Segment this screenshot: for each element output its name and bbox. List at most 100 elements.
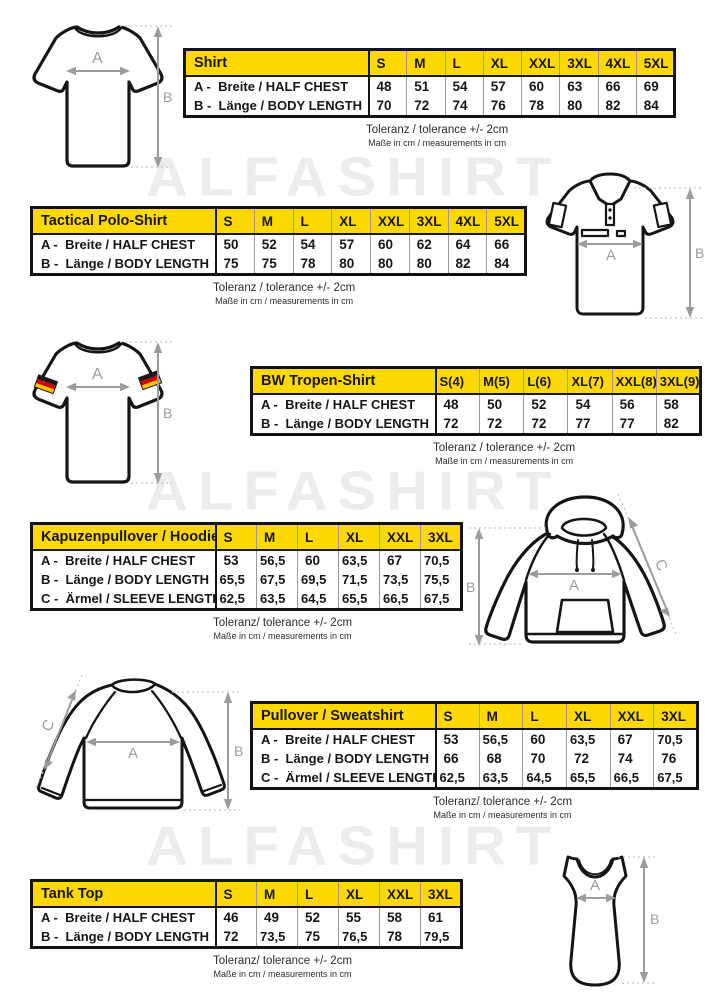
measurement-value: 75,5 bbox=[420, 570, 462, 589]
size-column-header: L bbox=[292, 207, 332, 235]
measurement-value: 56 bbox=[611, 394, 657, 414]
table-title: BW Tropen-Shirt bbox=[251, 367, 436, 395]
measurement-value: 77 bbox=[567, 414, 613, 435]
measurement-value: 60 bbox=[370, 234, 410, 254]
measure-arrow-a: A bbox=[528, 569, 622, 594]
size-column-header: S bbox=[214, 880, 257, 908]
measurement-value: 46 bbox=[214, 907, 257, 927]
tank-top-size-section: Tank Top S M L XL XXL 3XL A - Breite / HALF CHE… bbox=[30, 879, 463, 982]
measure-arrow-b: B bbox=[466, 527, 550, 646]
measurement-value: 63,5 bbox=[256, 589, 298, 610]
table-title: Pullover / Sweatshirt bbox=[251, 702, 436, 730]
tolerance-note: Toleranz/ tolerance +/- 2cm Maße in cm /… bbox=[213, 616, 352, 643]
tolerance-line: Toleranz/ tolerance +/- 2cm bbox=[433, 796, 573, 808]
measurement-value: 50 bbox=[479, 394, 524, 414]
measurement-value: 73,5 bbox=[256, 927, 298, 948]
size-column-header: 5XL bbox=[486, 207, 526, 235]
measure-label-a: A bbox=[92, 50, 103, 67]
measure-arrow-a: A bbox=[576, 877, 616, 903]
measurement-value: 65,5 bbox=[214, 570, 257, 589]
tolerance-note: Toleranz / tolerance +/- 2cm Maße in cm … bbox=[366, 123, 508, 150]
measurement-value: 60 bbox=[297, 550, 339, 570]
size-column-header: XXL bbox=[609, 702, 654, 730]
measurement-value: 62 bbox=[408, 234, 448, 254]
measurement-value: 57 bbox=[331, 234, 371, 254]
measure-arrow-c: C bbox=[35, 674, 83, 789]
measurement-row-label: C - Ärmel / SLEEVE LENGTH bbox=[41, 591, 216, 606]
size-column-header: XXL bbox=[379, 523, 421, 551]
measurement-value: 61 bbox=[420, 907, 462, 927]
measurement-row-label: A - Breite / HALF CHEST bbox=[41, 237, 196, 252]
table-title: Shirt bbox=[184, 49, 369, 77]
measure-label-b: B bbox=[650, 911, 659, 927]
measurement-value: 72 bbox=[565, 749, 611, 768]
shirt-size-table: Shirt S M L XL XXL 3XL 4XL 5XL A - Breite / HALF … bbox=[183, 48, 676, 118]
measurement-value: 70 bbox=[367, 96, 407, 117]
measurements-line: Maße in cm / measurements in cm bbox=[435, 455, 574, 466]
measurement-value: 48 bbox=[434, 394, 480, 414]
hoodie-drawing: B A C bbox=[466, 493, 678, 646]
measurement-value: 82 bbox=[447, 254, 487, 275]
measurement-value: 69 bbox=[635, 76, 675, 96]
measurement-value: 78 bbox=[520, 96, 560, 117]
size-column-header: M bbox=[406, 49, 445, 77]
tshirt-drawing: A B bbox=[32, 25, 172, 168]
tank-top-size-table: Tank Top S M L XL XXL 3XL A - Breite / HALF CHE… bbox=[30, 879, 463, 949]
measurement-value: 64 bbox=[447, 234, 487, 254]
size-column-header: 3XL(9) bbox=[655, 367, 701, 395]
size-column-header: 4XL bbox=[447, 207, 487, 235]
kangaroo-pocket bbox=[555, 598, 615, 634]
measurement-value: 72 bbox=[434, 414, 480, 435]
measurement-value: 78 bbox=[292, 254, 332, 275]
measurements-line: Maße in cm / measurements in cm bbox=[213, 968, 352, 979]
measurements-line: Maße in cm / measurements in cm bbox=[368, 137, 507, 148]
measurement-value: 71,5 bbox=[338, 570, 380, 589]
measurement-value: 63,5 bbox=[338, 550, 380, 570]
measure-arrow-a: A bbox=[86, 737, 180, 762]
measurement-value: 60 bbox=[522, 729, 567, 749]
size-column-header: XL bbox=[331, 207, 371, 235]
measure-label-a: A bbox=[92, 366, 103, 383]
measurement-value: 55 bbox=[338, 907, 380, 927]
measurement-value: 69,5 bbox=[297, 570, 339, 589]
measurements-line: Maße in cm / measurements in cm bbox=[215, 295, 354, 306]
measurement-value: 80 bbox=[331, 254, 371, 275]
measurement-row-label: B - Länge / BODY LENGTH bbox=[261, 416, 430, 431]
measurement-value: 60 bbox=[520, 76, 560, 96]
measurement-value: 64,5 bbox=[297, 589, 339, 610]
measurement-value: 54 bbox=[444, 76, 484, 96]
measure-arrow-a: A bbox=[577, 239, 643, 264]
size-column-header: XL bbox=[565, 702, 611, 730]
sweatshirt-drawing: C A B bbox=[35, 674, 243, 811]
measurement-row-label: B - Länge / BODY LENGTH bbox=[41, 256, 210, 271]
size-column-header: L bbox=[522, 702, 567, 730]
measurement-value: 79,5 bbox=[420, 927, 462, 948]
tactical-polo-shirt-size-table: Tactical Polo-Shirt S M L XL XXL 3XL 4XL 5XL A - … bbox=[30, 206, 527, 276]
german-flag-patch-left bbox=[33, 374, 59, 395]
tolerance-note: Toleranz/ tolerance +/- 2cm Maße in cm /… bbox=[433, 795, 572, 822]
size-column-header: 3XL bbox=[420, 523, 462, 551]
measure-arrow-b: B bbox=[172, 691, 243, 811]
measurement-row-label: A - Breite / HALF CHEST bbox=[41, 910, 196, 925]
tolerance-line: Toleranz/ tolerance +/- 2cm bbox=[213, 955, 353, 967]
garment-outline bbox=[545, 172, 675, 316]
size-column-header: 3XL bbox=[559, 49, 598, 77]
measurement-value: 54 bbox=[567, 394, 613, 414]
size-column-header: XXL bbox=[379, 880, 421, 908]
measurement-value: 76 bbox=[482, 96, 522, 117]
measurement-value: 66 bbox=[597, 76, 637, 96]
hoodie-size-section: Kapuzenpullover / Hoodie S M L XL XXL 3XL A - B… bbox=[30, 522, 463, 644]
measurement-value: 65,5 bbox=[338, 589, 380, 610]
chest-patch bbox=[615, 229, 627, 238]
measure-arrow-b: B bbox=[120, 341, 172, 484]
measurement-value: 82 bbox=[597, 96, 637, 117]
alfashirt-watermark: ALFASHIRT bbox=[146, 460, 562, 522]
measure-arrow-b: B bbox=[618, 856, 659, 984]
alfashirt-watermark: ALFASHIRT bbox=[146, 815, 562, 877]
size-column-header: 3XL bbox=[653, 702, 698, 730]
size-column-header: 3XL bbox=[408, 207, 448, 235]
measurement-value: 52 bbox=[253, 234, 293, 254]
measurement-value: 64,5 bbox=[522, 768, 567, 789]
size-column-header: M bbox=[256, 523, 298, 551]
